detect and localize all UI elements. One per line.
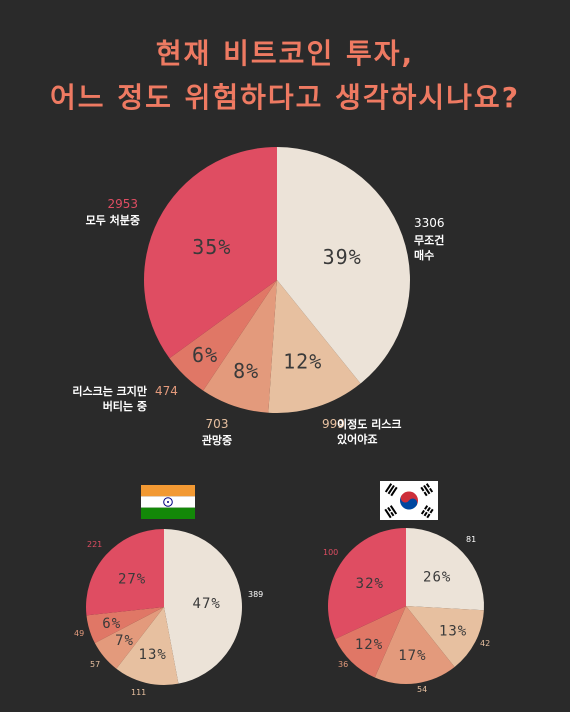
slice-category-label: 매수 — [414, 248, 434, 262]
pie-chart-2: 47% 13% 7%6% 27% 389 111 57 49 221 — [74, 529, 263, 697]
slice-percent-label: 39% — [323, 245, 362, 269]
slice-count-label: 57 — [90, 660, 100, 669]
pie-slice — [374, 606, 455, 685]
slice-category-label: 관망중 — [202, 433, 232, 447]
pie-slice — [335, 606, 406, 678]
slice-count-label: 389 — [248, 590, 263, 599]
pie-slice — [277, 147, 410, 384]
slice-percent-label: 26% — [423, 570, 451, 586]
slice-percent-label: 12% — [283, 349, 322, 373]
pie-slice — [203, 280, 277, 413]
slice-category-label: 있어야죠 — [337, 432, 377, 446]
pie-chart-3: 26% 13% 17% 12% 32% 81 42 54 36 100 — [323, 528, 490, 694]
slice-category-label: 버티는 중 — [103, 399, 147, 413]
slice-count-label: 111 — [131, 688, 146, 697]
pie-slice — [143, 146, 277, 359]
slice-count-label: 703 — [206, 417, 229, 431]
slice-percent-label: 17% — [398, 648, 426, 664]
pie-slice — [94, 607, 164, 669]
slice-count-label: 474 — [155, 384, 178, 398]
slice-percent-label: 7% — [115, 633, 134, 649]
slice-count-label: 36 — [338, 660, 348, 669]
slice-percent-label: 47% — [193, 596, 221, 612]
slice-count-label: 81 — [466, 535, 476, 544]
slice-category-label: 모두 처분중 — [86, 213, 140, 227]
slice-percent-label: 6% — [192, 343, 218, 367]
pie-slice — [86, 607, 164, 644]
pie-slice — [86, 529, 164, 616]
slice-count-label: 49 — [74, 629, 84, 638]
slice-count-label: 54 — [417, 685, 427, 694]
slice-percent-label: 32% — [356, 576, 384, 592]
slice-count-label: 42 — [480, 639, 490, 648]
slice-percent-label: 12% — [355, 637, 383, 653]
slice-percent-label: 13% — [139, 647, 167, 663]
title-line-1: 현재 비트코인 투자, — [155, 37, 415, 70]
korea-flag — [380, 481, 438, 520]
title-line-2: 어느 정도 위험하다고 생각하시나요? — [50, 81, 520, 114]
pie-slice — [268, 280, 361, 414]
slice-percent-label: 13% — [439, 623, 467, 639]
slice-count-label: 2953 — [107, 197, 138, 211]
pie-slice — [328, 528, 406, 639]
slice-count-label: 221 — [87, 540, 102, 549]
india-flag — [141, 485, 195, 519]
pie-slice — [406, 528, 484, 611]
pie-slice — [169, 280, 277, 391]
slice-percent-label: 8% — [233, 359, 259, 383]
slice-category-label: 이정도 리스크 — [337, 417, 402, 431]
slice-category-label: 리스크는 크지만 — [72, 384, 147, 398]
pie-slice — [116, 607, 179, 685]
pie-slice — [406, 606, 484, 668]
pie-slice — [164, 529, 242, 684]
slice-count-label: 3306 — [414, 216, 445, 230]
slice-percent-label: 27% — [118, 571, 146, 587]
slice-category-label: 무조건 — [414, 233, 444, 247]
slice-percent-label: 6% — [102, 616, 121, 632]
slice-count-label: 100 — [323, 548, 338, 557]
slice-count-label: 999 — [322, 417, 345, 431]
slice-percent-label: 35% — [192, 235, 231, 259]
